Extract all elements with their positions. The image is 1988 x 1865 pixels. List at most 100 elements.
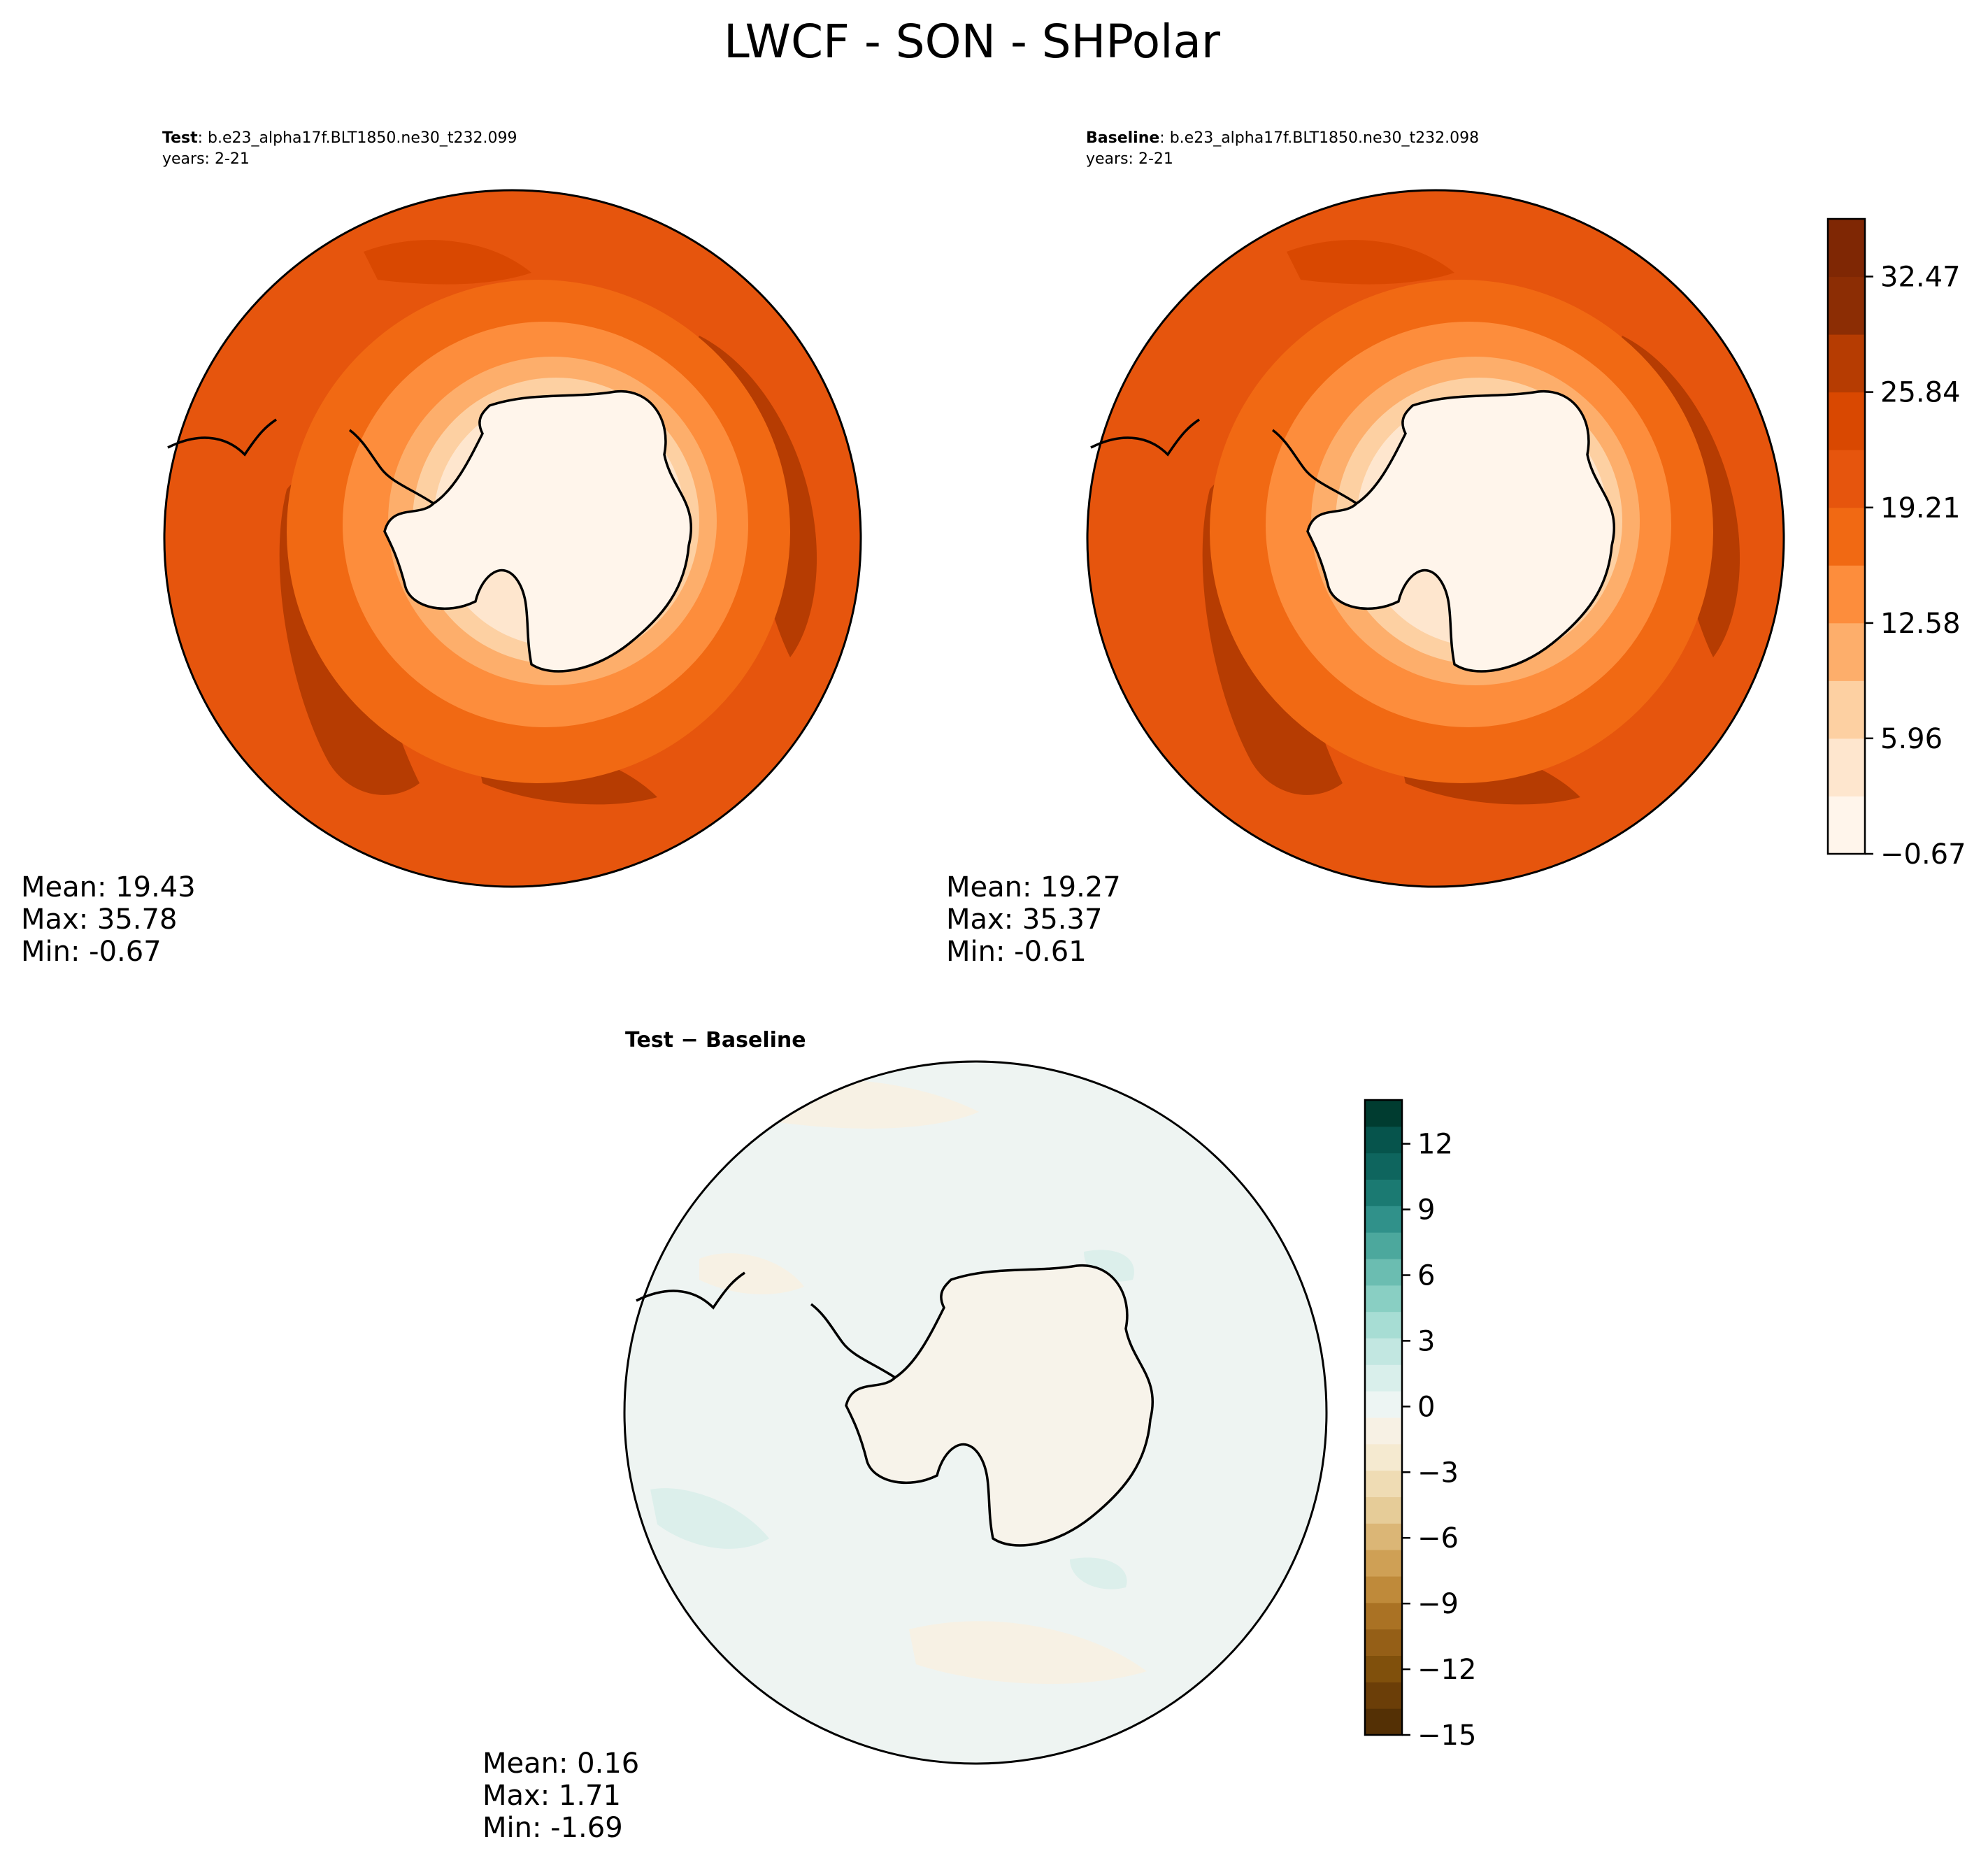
test-south-america-coast bbox=[167, 418, 277, 457]
diff-map-patch-neg-west bbox=[699, 1253, 804, 1294]
baseline-label-run: : b.e23_alpha17f.BLT1850.ne30_t232.098 bbox=[1159, 129, 1479, 147]
baseline-years: years: 2-21 bbox=[1086, 150, 1173, 168]
colorbar-diff-segment bbox=[1365, 1152, 1402, 1180]
colorbar-top-segment bbox=[1828, 796, 1865, 855]
colorbar-diff-segment bbox=[1365, 1206, 1402, 1233]
colorbar-top-tick-label: 32.47 bbox=[1880, 261, 1961, 293]
colorbar-diff-segment bbox=[1365, 1576, 1402, 1603]
test-peninsula-coast bbox=[348, 429, 434, 505]
baseline-map-band-north bbox=[1287, 240, 1454, 285]
colorbar-diff-segment bbox=[1365, 1655, 1402, 1682]
colorbar-diff-segment bbox=[1365, 1496, 1402, 1524]
baseline-antarctica-fill bbox=[1308, 391, 1615, 671]
colorbar-top-tick-label: −0.67 bbox=[1880, 838, 1966, 871]
baseline-stat-max: Max: 35.37 bbox=[946, 903, 1102, 936]
colorbar-diff-segment bbox=[1365, 1443, 1402, 1471]
diff-map-border bbox=[623, 1060, 1328, 1765]
test-years: years: 2-21 bbox=[162, 150, 250, 168]
baseline-label: Baseline: b.e23_alpha17f.BLT1850.ne30_t2… bbox=[1086, 129, 1479, 147]
test-stat-max: Max: 35.78 bbox=[21, 903, 177, 936]
colorbar-diff-segment bbox=[1365, 1285, 1402, 1313]
diff-south-america-coast bbox=[636, 1271, 745, 1310]
colorbar-diff-tick-label: 6 bbox=[1417, 1259, 1435, 1292]
colorbar-top-segment bbox=[1828, 622, 1865, 681]
baseline-coastline bbox=[1306, 390, 1616, 673]
colorbar-diff-tick-label: −3 bbox=[1417, 1457, 1459, 1489]
colorbar-top-segment bbox=[1828, 450, 1865, 508]
colorbar-diff-tick-label: −12 bbox=[1417, 1654, 1476, 1686]
baseline-south-america-coast bbox=[1090, 418, 1200, 457]
colorbar-diff-segment bbox=[1365, 1708, 1402, 1736]
colorbar-diff-segment bbox=[1365, 1417, 1402, 1445]
colorbar-diff-ticks: −15 −12 −9 −6 −3 0 3 6 9 12 bbox=[1402, 1129, 1476, 1752]
colorbar-diff-segment bbox=[1365, 1550, 1402, 1577]
test-label-run: : b.e23_alpha17f.BLT1850.ne30_t232.099 bbox=[198, 129, 517, 147]
baseline-stat-min: Min: -0.61 bbox=[946, 936, 1087, 968]
colorbar-top-tick-label: 19.21 bbox=[1880, 492, 1961, 524]
diff-stat-max: Max: 1.71 bbox=[482, 1780, 621, 1812]
colorbar-top-segments bbox=[1828, 219, 1865, 855]
colorbar-diff-segment bbox=[1365, 1259, 1402, 1286]
baseline-label-bold: Baseline bbox=[1086, 129, 1159, 147]
colorbar-top-frame bbox=[1826, 217, 1866, 855]
diff-stat-mean: Mean: 0.16 bbox=[482, 1748, 639, 1780]
colorbar-diff-segment bbox=[1365, 1311, 1402, 1338]
test-antarctica-fill bbox=[385, 391, 692, 671]
colorbar-top-segment bbox=[1828, 392, 1865, 450]
test-label: Test: b.e23_alpha17f.BLT1850.ne30_t232.0… bbox=[162, 129, 517, 147]
colorbar-diff-frame bbox=[1364, 1099, 1403, 1736]
baseline-peninsula-coast bbox=[1271, 429, 1357, 505]
colorbar-top-tick-label: 5.96 bbox=[1880, 723, 1943, 755]
colorbar-diff-segment bbox=[1365, 1364, 1402, 1392]
colorbar-top-segment bbox=[1828, 738, 1865, 796]
colorbar-diff-segments bbox=[1365, 1100, 1402, 1736]
colorbar-top-segment bbox=[1828, 565, 1865, 624]
colorbar-top-tick-label: 12.58 bbox=[1880, 608, 1961, 640]
colorbar-top-segment bbox=[1828, 680, 1865, 739]
diff-map-patch-pos-se bbox=[1070, 1557, 1127, 1589]
colorbar-top-tick-label: 25.84 bbox=[1880, 377, 1961, 409]
colorbar-diff-tick-label: −6 bbox=[1417, 1522, 1459, 1555]
colorbar-diff-segment bbox=[1365, 1232, 1402, 1259]
baseline-stat-mean: Mean: 19.27 bbox=[946, 871, 1121, 903]
diff-coastline bbox=[845, 1264, 1154, 1547]
colorbar-diff-segment bbox=[1365, 1523, 1402, 1550]
colorbar-diff-tick-label: 9 bbox=[1417, 1194, 1435, 1227]
colorbar-top-segment bbox=[1828, 219, 1865, 278]
colorbar-diff: −15 −12 −9 −6 −3 0 3 6 9 12 bbox=[1364, 1099, 1476, 1752]
colorbar-top: −0.67 5.96 12.58 19.21 25.84 32.47 bbox=[1826, 217, 1966, 871]
diff-map-patch-pos-sw bbox=[650, 1488, 769, 1549]
test-coastline bbox=[383, 390, 693, 673]
diff-panel: Test − Baseline Mean: 0.16 Max: 1.71 Min… bbox=[482, 1028, 1328, 1844]
colorbar-diff-segment bbox=[1365, 1470, 1402, 1497]
diff-peninsula-coast bbox=[810, 1303, 896, 1379]
colorbar-diff-segment bbox=[1365, 1338, 1402, 1365]
colorbar-top-segment bbox=[1828, 334, 1865, 393]
colorbar-diff-segment bbox=[1365, 1179, 1402, 1206]
test-stat-min: Min: -0.67 bbox=[21, 936, 162, 968]
diff-label: Test − Baseline bbox=[625, 1028, 806, 1052]
colorbar-top-segment bbox=[1828, 276, 1865, 335]
test-label-bold: Test bbox=[162, 129, 198, 147]
test-stat-mean: Mean: 19.43 bbox=[21, 871, 196, 903]
test-panel: Test: b.e23_alpha17f.BLT1850.ne30_t232.0… bbox=[21, 129, 862, 968]
diff-map-patch-neg-south bbox=[909, 1621, 1147, 1685]
test-map bbox=[164, 190, 861, 887]
colorbar-diff-tick-label: −15 bbox=[1417, 1720, 1476, 1752]
colorbar-diff-tick-label: −9 bbox=[1417, 1588, 1459, 1620]
colorbar-diff-tick-label: 0 bbox=[1417, 1391, 1435, 1423]
colorbar-diff-segment bbox=[1365, 1629, 1402, 1656]
colorbar-diff-segment bbox=[1365, 1100, 1402, 1127]
colorbar-diff-segment bbox=[1365, 1682, 1402, 1709]
baseline-panel: Baseline: b.e23_alpha17f.BLT1850.ne30_t2… bbox=[946, 129, 1785, 968]
diff-antarctica-fill bbox=[846, 1265, 1153, 1545]
diff-map bbox=[624, 1062, 1326, 1764]
test-map-border bbox=[163, 189, 862, 888]
colorbar-diff-segment bbox=[1365, 1391, 1402, 1418]
colorbar-diff-tick-label: 12 bbox=[1417, 1129, 1453, 1161]
diff-stat-min: Min: -1.69 bbox=[482, 1812, 623, 1844]
figure-title: LWCF - SON - SHPolar bbox=[724, 15, 1221, 69]
test-map-band-north bbox=[364, 240, 531, 285]
colorbar-diff-segment bbox=[1365, 1602, 1402, 1630]
